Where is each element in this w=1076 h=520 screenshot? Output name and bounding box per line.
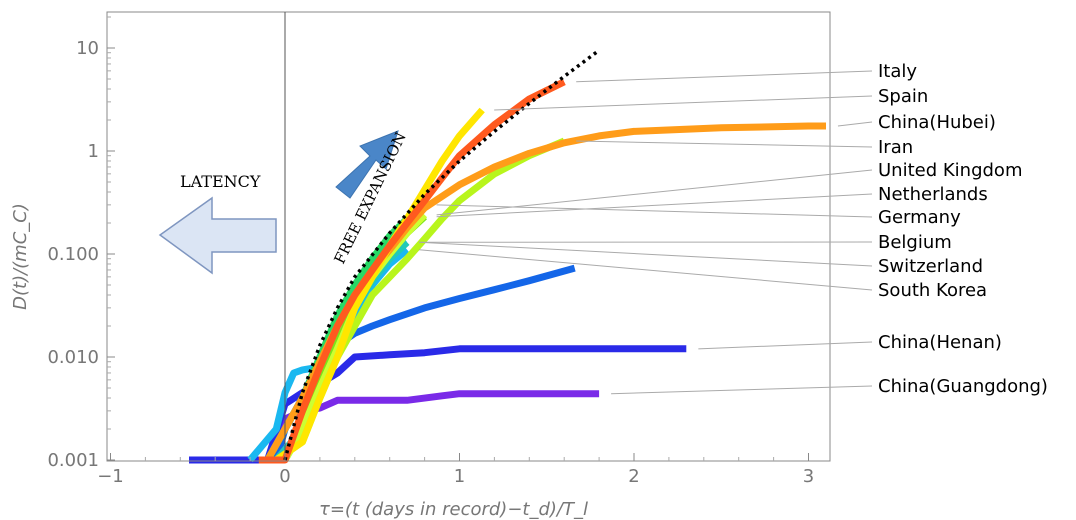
- leader-line: [698, 341, 873, 350]
- y-tick-label: 0.010: [47, 347, 99, 368]
- annotation-arrows: [158, 130, 399, 275]
- y-tick-label: 0.001: [47, 450, 99, 471]
- x-tick-label: 0: [279, 466, 290, 487]
- country-label: China(Henan): [878, 332, 1002, 353]
- x-tick-label: −1: [97, 466, 124, 487]
- axes: −1 0 1 2 3 0.001 0.010 0.100 1 10 τ=(t (days in re…: [10, 11, 831, 520]
- latency-label: LATENCY: [180, 172, 261, 191]
- y-tick-label: 1: [88, 141, 99, 162]
- leader-line: [419, 249, 873, 291]
- country-label: South Korea: [878, 280, 987, 301]
- leader-line: [494, 95, 873, 111]
- country-label: Germany: [878, 207, 961, 228]
- leader-line: [837, 121, 873, 127]
- latency-arrow-icon: [158, 196, 277, 275]
- series-layer: [189, 78, 826, 464]
- expansion-arrow-icon: [335, 130, 399, 199]
- x-tick-label: 1: [454, 466, 465, 487]
- x-tick-label: 2: [628, 466, 639, 487]
- country-label: Belgium: [878, 232, 952, 253]
- country-label: Switzerland: [878, 256, 983, 277]
- country-label: Netherlands: [878, 184, 988, 205]
- leader-line: [419, 241, 873, 267]
- y-tick-label: 0.100: [47, 244, 99, 265]
- leader-line: [611, 385, 873, 395]
- country-label: China(Hubei): [878, 112, 996, 133]
- country-label: United Kingdom: [878, 160, 1022, 181]
- x-tick-label: 3: [803, 466, 814, 487]
- country-label: China(Guangdong): [878, 376, 1048, 397]
- country-label: Spain: [878, 86, 928, 107]
- y-axis-label: D(t)/(mC_C): [10, 203, 31, 310]
- country-label: Italy: [878, 61, 917, 82]
- leader-line: [436, 193, 873, 218]
- plot-frame: [106, 11, 831, 462]
- leader-line: [576, 70, 873, 83]
- series-line-italy: [258, 78, 566, 464]
- x-axis-label: τ=(t (days in record)−t_d)/T_l: [319, 499, 588, 520]
- y-tick-label: 10: [76, 38, 99, 59]
- country-label: Iran: [878, 137, 913, 158]
- leader-line: [576, 140, 873, 148]
- leader-line: [436, 204, 873, 218]
